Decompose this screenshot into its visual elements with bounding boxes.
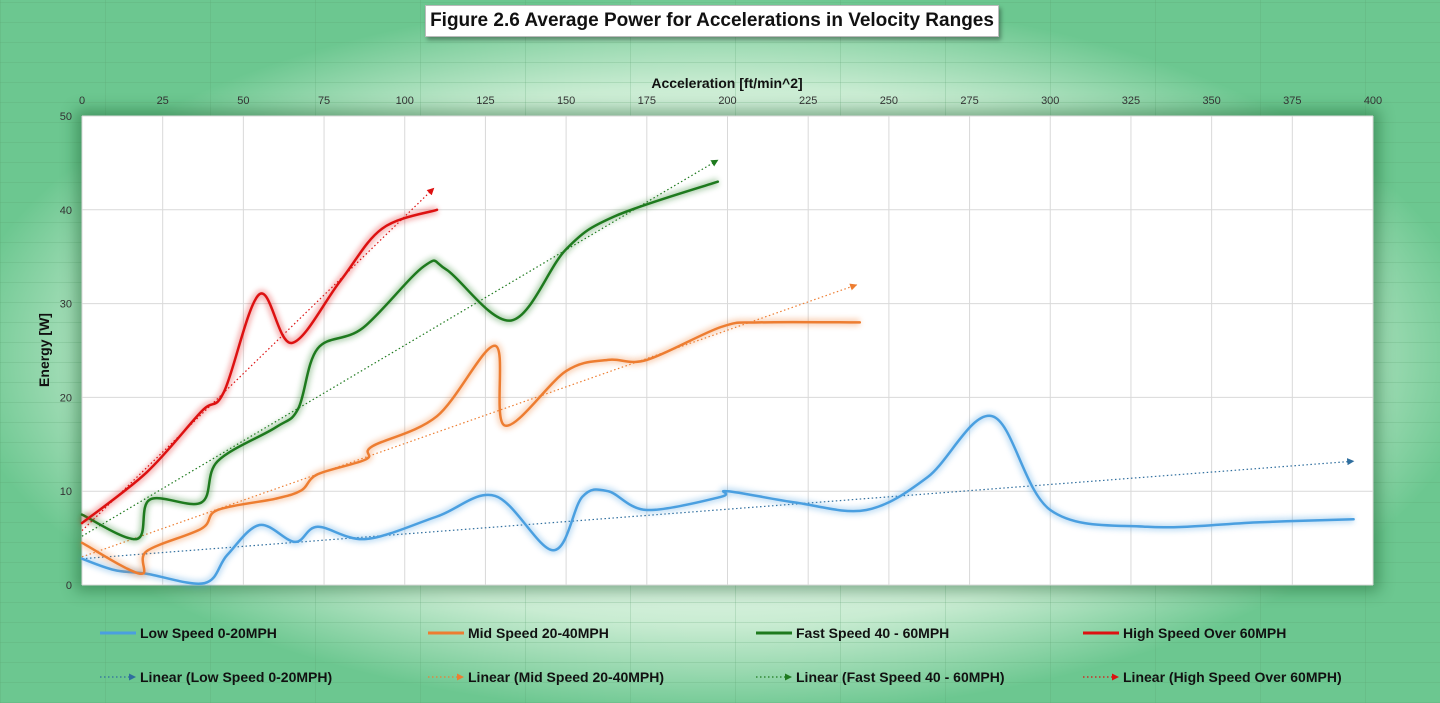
x-tick-label: 0	[79, 95, 85, 107]
x-tick-label: 150	[557, 95, 575, 107]
y-tick-label: 10	[60, 486, 72, 498]
x-tick-label: 100	[396, 95, 414, 107]
x-tick-label: 25	[157, 95, 169, 107]
legend-label: Linear (Low Speed 0-20MPH)	[140, 669, 333, 685]
x-tick-label: 375	[1283, 95, 1301, 107]
legend-label: Fast Speed 40 - 60MPH	[796, 625, 950, 641]
legend-label: Linear (Fast Speed 40 - 60MPH)	[796, 669, 1005, 685]
legend-item: Mid Speed 20-40MPH	[428, 625, 609, 641]
y-tick-label: 0	[66, 580, 72, 592]
legend-swatch	[756, 631, 792, 635]
y-tick-label: 50	[60, 111, 72, 123]
legend-label: Linear (Mid Speed 20-40MPH)	[468, 669, 665, 685]
x-tick-label: 400	[1364, 95, 1382, 107]
x-tick-label: 250	[880, 95, 898, 107]
legend-label: Linear (High Speed Over 60MPH)	[1123, 669, 1342, 685]
tick-labels: 0 25 50 75 100 125 150 175 200 225 250 275 300 325 350…	[60, 95, 1382, 592]
series-line-1	[80, 320, 862, 575]
y-tick-label: 30	[60, 299, 72, 311]
series-glow-3	[79, 206, 439, 526]
legend-item: Linear (Fast Speed 40 - 60MPH)	[756, 669, 1005, 685]
legend-label: Mid Speed 20-40MPH	[468, 625, 609, 641]
y-tick-label: 20	[60, 392, 72, 404]
chart-title: Figure 2.6 Average Power for Acceleratio…	[425, 5, 999, 37]
gridlines	[81, 115, 1374, 586]
legend-item: High Speed Over 60MPH	[1083, 625, 1286, 641]
x-tick-label: 275	[960, 95, 978, 107]
x-tick-label: 300	[1041, 95, 1059, 107]
legend-label: Low Speed 0-20MPH	[140, 625, 277, 641]
series-glow-1	[80, 318, 860, 578]
trendline-3	[81, 187, 435, 532]
legend-swatch	[1083, 673, 1119, 681]
x-tick-label: 75	[318, 95, 330, 107]
y-tick-label: 40	[60, 205, 72, 217]
x-tick-label: 50	[237, 95, 249, 107]
legend: Low Speed 0-20MPH Mid Speed 20-40MPH Fast …	[0, 612, 1440, 697]
trendline-2	[81, 159, 719, 537]
x-tick-label: 200	[718, 95, 736, 107]
legend-swatch	[428, 673, 464, 681]
legend-item: Fast Speed 40 - 60MPH	[756, 625, 949, 641]
legend-item: Linear (Low Speed 0-20MPH)	[100, 669, 332, 685]
series-line-0	[80, 414, 1355, 585]
y-axis-title: Energy [W]	[36, 313, 52, 387]
series-lines	[79, 178, 1355, 588]
trendline-0	[81, 458, 1355, 560]
series-line-2	[80, 180, 720, 541]
legend-item: Linear (Mid Speed 20-40MPH)	[428, 669, 664, 685]
legend-label: High Speed Over 60MPH	[1123, 625, 1287, 641]
series-line-3	[80, 208, 439, 525]
legend-item: Linear (High Speed Over 60MPH)	[1083, 669, 1342, 685]
x-tick-label: 325	[1122, 95, 1140, 107]
x-tick-label: 125	[476, 95, 494, 107]
x-tick-label: 175	[638, 95, 656, 107]
x-tick-label: 225	[799, 95, 817, 107]
legend-swatch	[100, 631, 136, 635]
line-chart: 0 25 50 75 100 125 150 175 200 225 250 275 300 325 350…	[36, 75, 1382, 592]
x-tick-label: 350	[1202, 95, 1220, 107]
legend-swatch	[1083, 631, 1119, 635]
legend-swatch	[100, 673, 136, 681]
legend-swatch	[428, 631, 464, 635]
legend-swatch	[756, 673, 792, 681]
x-axis-title: Acceleration [ft/min^2]	[651, 75, 802, 91]
legend-item: Low Speed 0-20MPH	[100, 625, 277, 641]
